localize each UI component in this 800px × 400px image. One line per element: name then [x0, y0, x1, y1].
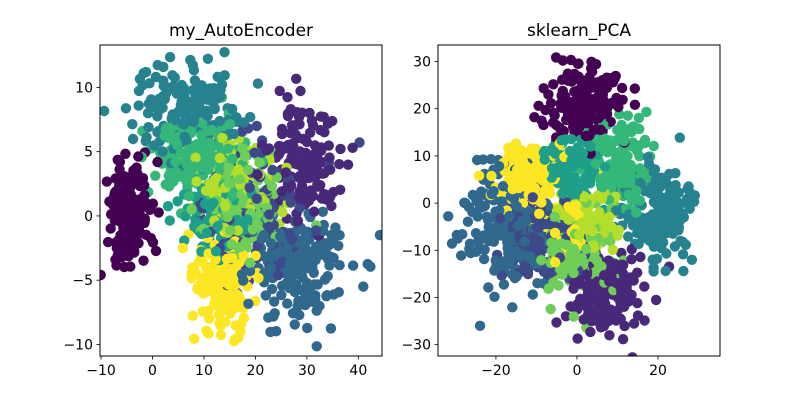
x-tick-label: 40: [349, 363, 367, 379]
y-tick-label: 0: [422, 196, 431, 212]
axes-spines: [437, 44, 721, 357]
y-tick-label: 5: [84, 145, 93, 161]
y-tick-label: 10: [75, 80, 93, 96]
y-tick-label: −10: [63, 337, 93, 353]
x-tick-label: 30: [298, 363, 316, 379]
axes-spines: [99, 44, 383, 357]
x-tick-label: 10: [195, 363, 213, 379]
y-tick-label: −30: [401, 338, 431, 354]
plot-title-autoencoder: my_AutoEncoder: [168, 21, 314, 41]
x-tick-label: 0: [148, 363, 157, 379]
y-tick-label: 20: [413, 102, 431, 118]
x-tick-label: −20: [481, 363, 511, 379]
y-tick-label: −10: [401, 243, 431, 259]
y-tick-label: 0: [84, 209, 93, 225]
plot-title-pca: sklearn_PCA: [526, 21, 632, 41]
x-tick-label: 20: [649, 363, 667, 379]
y-tick-label: −5: [72, 273, 93, 289]
x-tick-label: 0: [573, 363, 582, 379]
y-tick-label: −20: [401, 290, 431, 306]
y-tick-label: 30: [413, 55, 431, 71]
tick-layer: −20 0 20 −30 −20 −10 0 10 20 30: [401, 55, 666, 379]
points-layer: [443, 52, 700, 356]
x-tick-label: 20: [246, 363, 264, 379]
y-tick-label: 10: [413, 149, 431, 165]
points-layer: [100, 47, 382, 352]
x-tick-label: −10: [86, 363, 116, 379]
tick-layer: −10 0 10 20 30 40 −10 −5 0 5 10: [63, 80, 367, 379]
